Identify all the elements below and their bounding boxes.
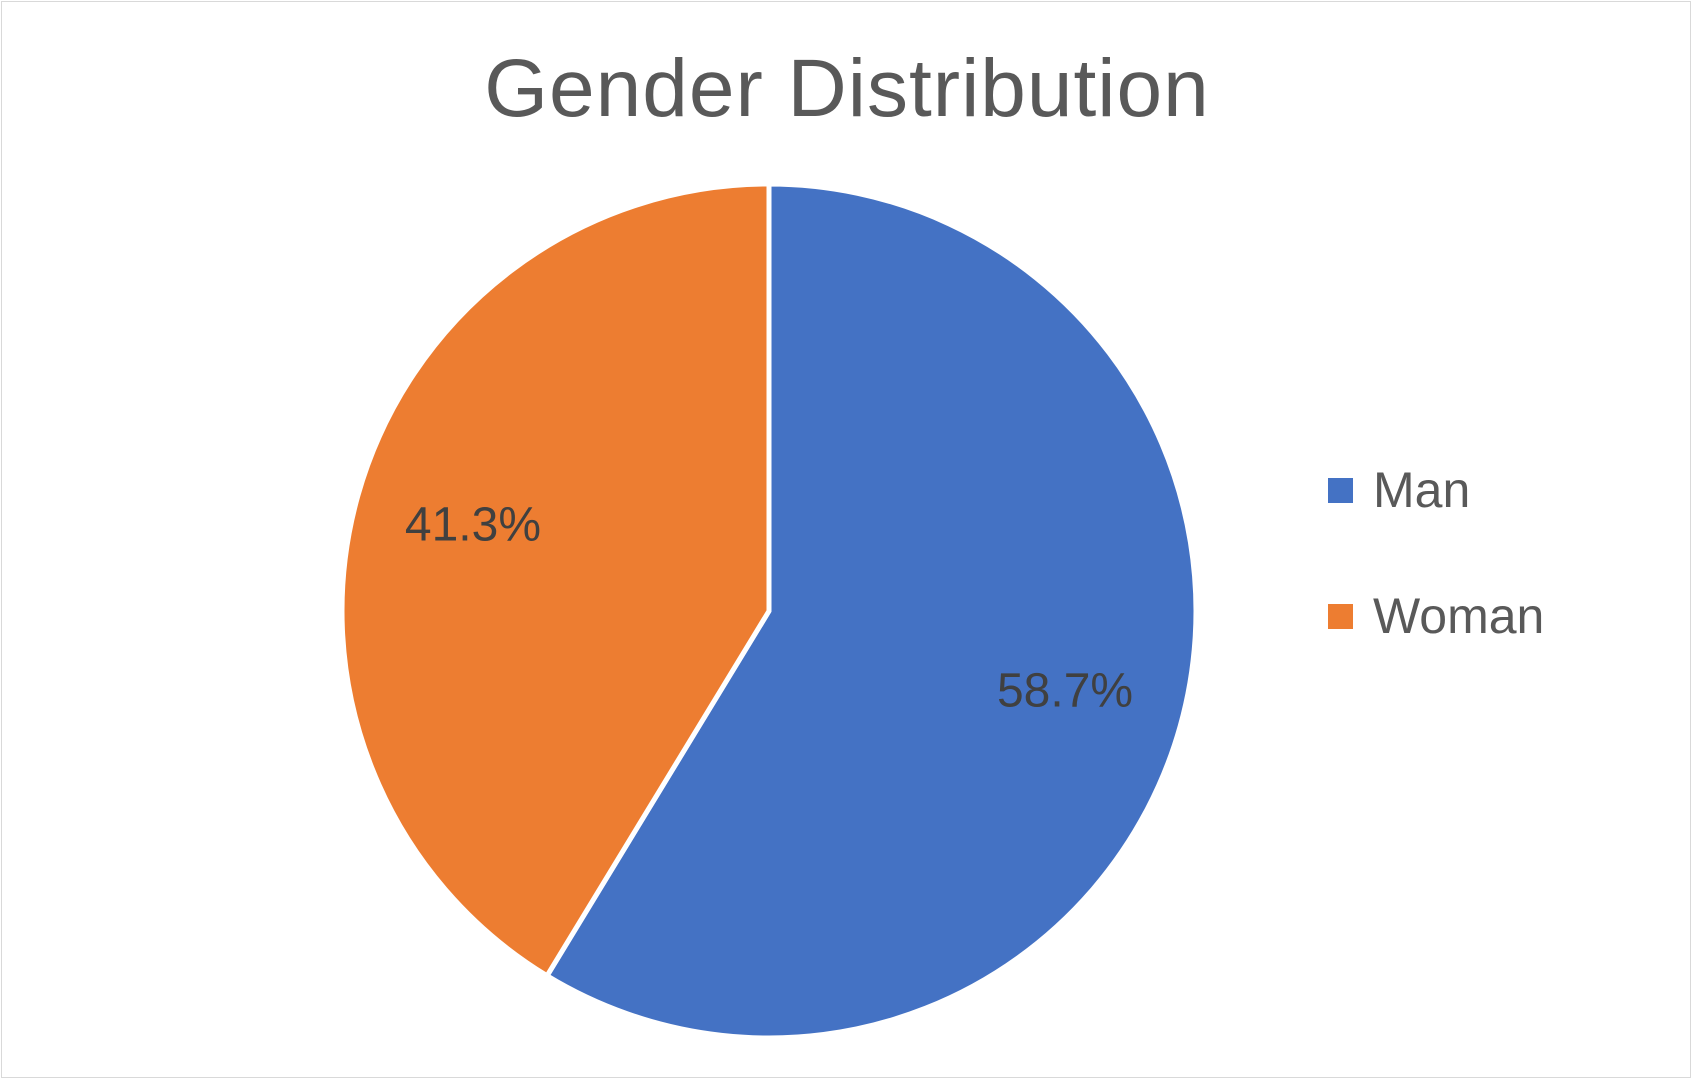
legend-label-man: Man <box>1373 462 1471 518</box>
data-label-woman: 41.3% <box>405 499 541 552</box>
legend-swatch-man <box>1328 477 1353 503</box>
legend: Man Woman <box>1328 460 1628 712</box>
pie-slices <box>339 181 1199 1041</box>
pie-labels: 58.7% 41.3% <box>405 499 1133 718</box>
pie-slice-man <box>544 181 1199 1041</box>
legend-item-man: Man <box>1328 460 1628 520</box>
pie-slice-woman <box>339 181 772 979</box>
data-label-man: 58.7% <box>997 665 1133 718</box>
legend-label-woman: Woman <box>1373 588 1545 644</box>
legend-swatch-woman <box>1328 603 1353 629</box>
chart-title: Gender Distribution <box>484 43 1210 134</box>
legend-item-woman: Woman <box>1328 586 1628 646</box>
